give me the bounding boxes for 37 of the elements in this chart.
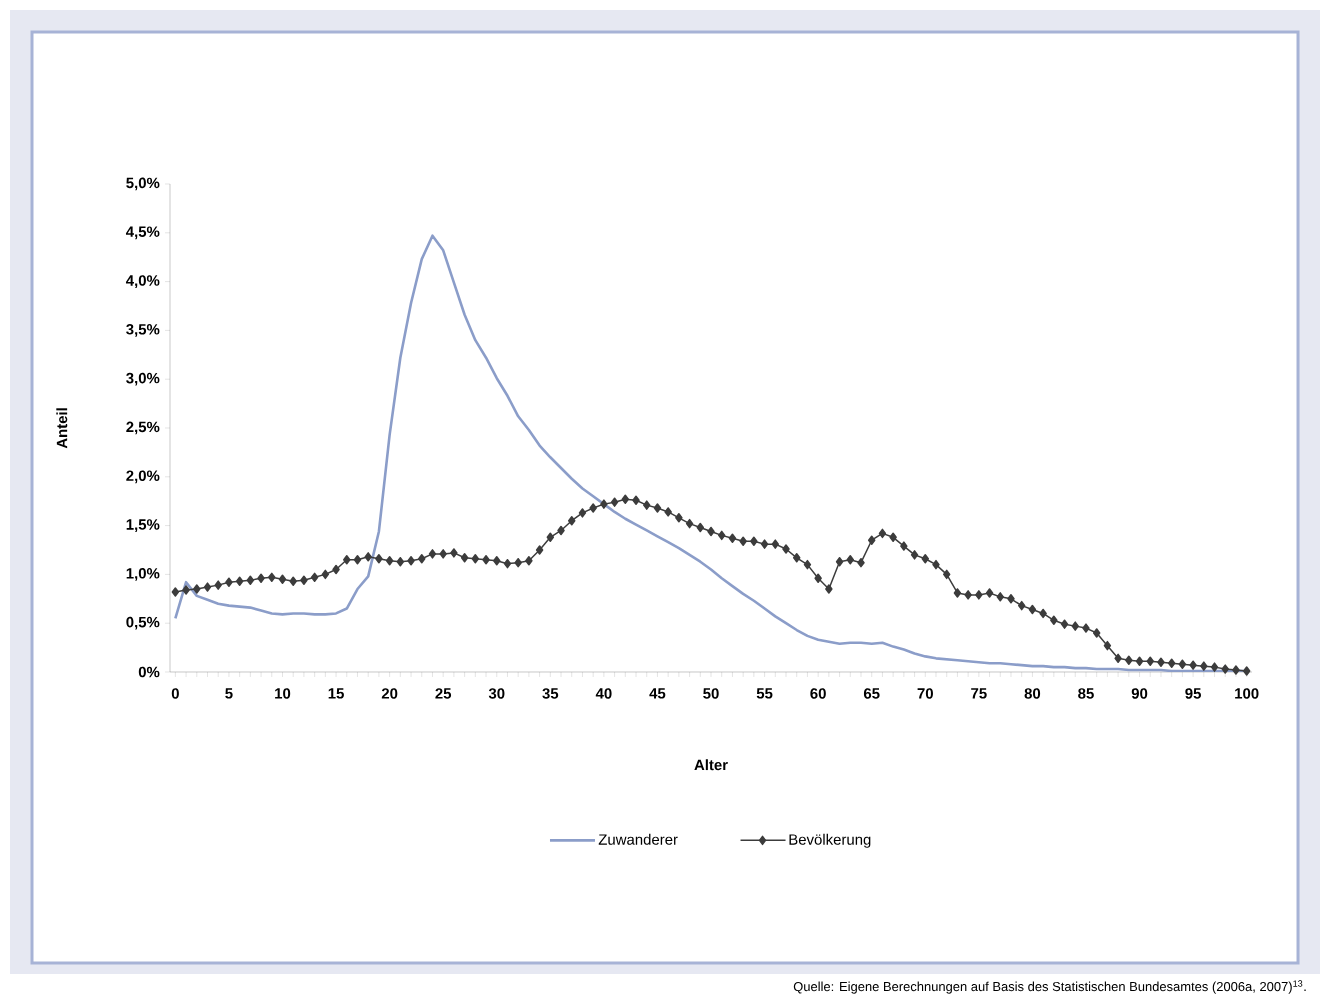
y-tick-label: 2,0% [126,470,160,484]
x-tick-label: 20 [381,688,398,699]
x-tick-label: 50 [703,688,719,699]
x-tick-label: 0 [171,688,179,699]
x-tick-label: 40 [595,688,612,699]
x-tick-label: 35 [542,688,559,699]
y-tick-label: 3,5% [126,324,160,337]
source-note: Quelle: Eigene Berechnungen auf Basis des Statistischen Bundesamtes (2006a, 2007)$^{13}$. [793,980,1306,994]
x-tick-label: 65 [863,688,880,699]
y-tick-label: 3,0% [126,372,160,386]
x-tick-label: 85 [1078,688,1094,699]
x-tick-label: 10 [275,688,291,699]
x-tick-label: 70 [917,688,933,699]
legend-label: Zuwanderer [598,833,678,845]
x-tick-label: 60 [810,688,826,699]
y-tick-label: 4,0% [125,275,160,289]
x-tick-label: 90 [1131,688,1148,699]
x-tick-label: 30 [488,688,505,699]
y-tick-label: 5,0% [126,177,160,191]
x-tick-label: 15 [328,688,344,699]
x-tick-label: 25 [435,688,452,699]
x-tick-label: 80 [1024,688,1041,699]
x-tick-label: 45 [649,688,666,699]
y-tick-label: 2,5% [126,421,160,435]
y-tick-label: 4,5% [125,226,160,240]
x-tick-label: 55 [756,688,773,699]
legend-label: Bevölkerung [789,833,871,848]
y-tick-label: 1,0% [126,568,160,581]
y-tick-label: 1,5% [126,519,160,533]
y-tick-label: 0,5% [126,616,160,630]
y-axis-title: Anteil [56,408,68,449]
x-tick-label: 100 [1235,688,1259,699]
x-tick-label: 75 [971,688,987,699]
x-tick-label: 95 [1185,688,1201,699]
x-axis-title: Alter [694,759,728,771]
x-tick-label: 5 [225,688,233,699]
y-tick-label: 0% [138,666,160,678]
